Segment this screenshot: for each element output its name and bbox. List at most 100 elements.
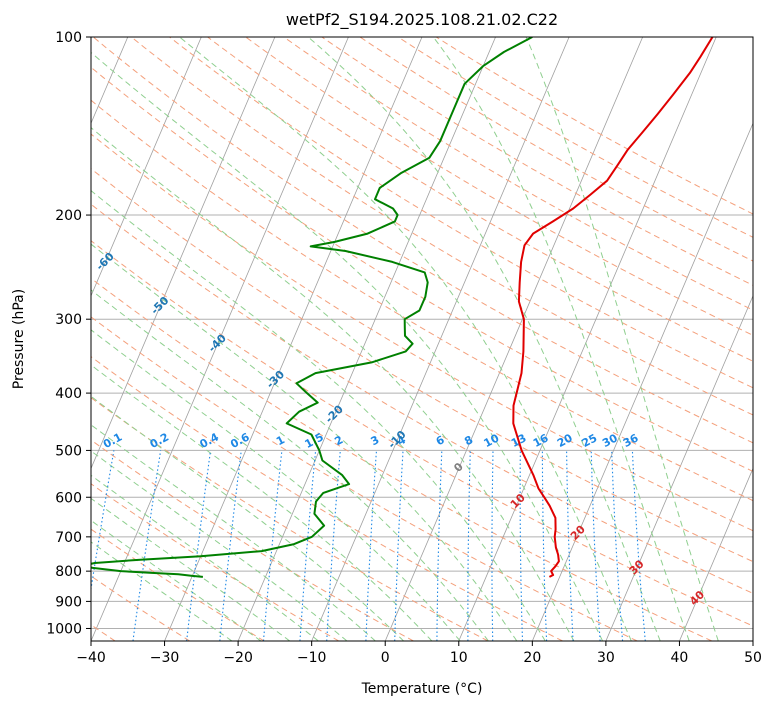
isotherm-label: -60 <box>93 250 116 273</box>
y-tick-label: 800 <box>55 564 82 580</box>
isotherm-line <box>237 37 496 641</box>
y-axis-label: Pressure (hPa) <box>11 289 27 389</box>
dry-adiabat-line <box>91 240 753 627</box>
moist-adiabat-line <box>307 37 661 641</box>
x-tick-label: −20 <box>223 650 253 666</box>
mixing-ratio-line <box>132 450 162 641</box>
dry-adiabat-line <box>91 356 563 641</box>
isotherm-line <box>531 122 753 641</box>
mixing-ratio-line <box>631 450 646 641</box>
dry-adiabat-line <box>92 37 753 444</box>
isotherm-line <box>91 37 202 297</box>
mixing-ratio-line <box>436 450 443 641</box>
isotherm-line <box>0 37 54 641</box>
isotherm-line <box>679 467 753 641</box>
y-tick-label: 100 <box>55 30 82 46</box>
isotherm-line <box>91 37 349 641</box>
mixing-ratio-line <box>566 450 574 641</box>
dry-adiabat-line <box>91 203 753 594</box>
chart-title: wetPf2_S194.2025.108.21.02.C22 <box>286 10 558 30</box>
dry-adiabat-line <box>91 439 414 641</box>
mixing-ratio-label: 0.6 <box>228 430 252 451</box>
dry-adiabat-line <box>397 37 753 238</box>
mixing-ratio-label: 0.2 <box>148 430 171 451</box>
isotherm-line <box>752 639 753 641</box>
x-tick-label: 50 <box>744 650 762 666</box>
moist-adiabat-line <box>91 190 546 641</box>
y-tick-label: 200 <box>55 208 82 224</box>
mixing-ratio-label: 10 <box>482 431 502 450</box>
profile-lines <box>91 37 714 578</box>
isotherm-line <box>605 294 753 641</box>
mixing-ratio-label: 36 <box>621 431 641 450</box>
isotherm-label: 20 <box>568 523 588 543</box>
dry-adiabat-line <box>91 397 489 641</box>
dry-adiabat-line <box>91 133 753 532</box>
isotherm-label: 40 <box>687 588 707 608</box>
mixing-ratio-label: 0.1 <box>101 430 124 451</box>
x-tick-label: 10 <box>450 650 468 666</box>
mixing-ratio-line <box>590 450 601 641</box>
moist-adiabat-line <box>91 395 404 641</box>
moist-adiabat-line <box>91 519 262 641</box>
mixing-ratio-line <box>467 450 471 641</box>
moist-adiabat-line <box>91 329 461 641</box>
moist-adiabat-line <box>91 364 433 641</box>
moist-adiabat-line <box>91 51 603 641</box>
moist-adiabat-line <box>91 289 489 641</box>
moist-adiabat-line <box>91 474 319 641</box>
isotherm-line <box>384 37 644 641</box>
x-tick-label: 30 <box>597 650 615 666</box>
mixing-ratio-label: 0.4 <box>198 430 222 451</box>
isotherm-label: -30 <box>264 368 287 391</box>
moist-adiabat-line <box>91 541 233 641</box>
y-tick-label: 900 <box>55 594 82 610</box>
temperature-profile-line <box>512 37 714 578</box>
y-tick-label: 400 <box>55 386 82 402</box>
isotherm-line <box>458 37 717 641</box>
x-tick-label: −10 <box>297 650 327 666</box>
mixing-ratio-label: 3 <box>369 433 382 448</box>
moist-adiabat-line <box>91 243 518 641</box>
mixing-ratio-line <box>91 450 115 593</box>
moist-adiabat-line <box>91 424 376 641</box>
dewpoint-profile-line <box>91 37 533 578</box>
mixing-ratio-label: 1 <box>274 433 287 448</box>
dry-adiabat-line <box>91 316 638 641</box>
dry-adiabat-line <box>131 37 753 416</box>
moist-adiabat-line <box>91 497 291 641</box>
x-axis: −40 −30 −20 −10 0 10 20 30 40 50 <box>76 641 762 666</box>
dry-adiabat-line <box>245 37 753 336</box>
isotherm-label: -80 <box>0 153 11 176</box>
y-tick-label: 300 <box>55 312 82 328</box>
mixing-ratio-label: 16 <box>531 431 551 450</box>
mixing-ratio-label: 8 <box>462 433 475 448</box>
isotherm-line <box>91 37 276 470</box>
dry-adiabat-line <box>321 37 753 286</box>
y-tick-label: 1000 <box>46 621 82 637</box>
isotherm-label: -40 <box>206 331 229 354</box>
x-tick-label: 20 <box>523 650 541 666</box>
x-tick-label: 0 <box>381 650 390 666</box>
mixing-ratio-label: 6 <box>434 433 447 448</box>
dry-adiabat-line <box>91 168 753 563</box>
mixing-ratio-line <box>365 450 378 641</box>
mixing-ratio-line <box>611 450 624 641</box>
moist-adiabat-line <box>91 127 575 641</box>
mixing-ratio-label: 30 <box>600 431 620 450</box>
y-tick-label: 600 <box>55 490 82 506</box>
dry-adiabat-line <box>359 37 753 262</box>
background-lines <box>0 37 753 641</box>
dry-adiabat-line <box>435 37 753 215</box>
dry-adiabat-line <box>91 575 190 641</box>
y-axis: 1000 900 800 700 600 500 400 300 200 100 <box>46 30 91 637</box>
dry-adiabat-line <box>283 37 753 311</box>
isotherm-label: 30 <box>627 557 647 577</box>
dry-adiabat-line <box>91 277 713 641</box>
y-tick-label: 500 <box>55 443 82 459</box>
moist-adiabat-line <box>432 37 690 641</box>
mixing-ratio-line <box>491 450 494 641</box>
x-tick-label: −40 <box>76 650 106 666</box>
moist-adiabat-line <box>525 37 719 641</box>
mixing-ratio-label: 20 <box>555 431 575 450</box>
